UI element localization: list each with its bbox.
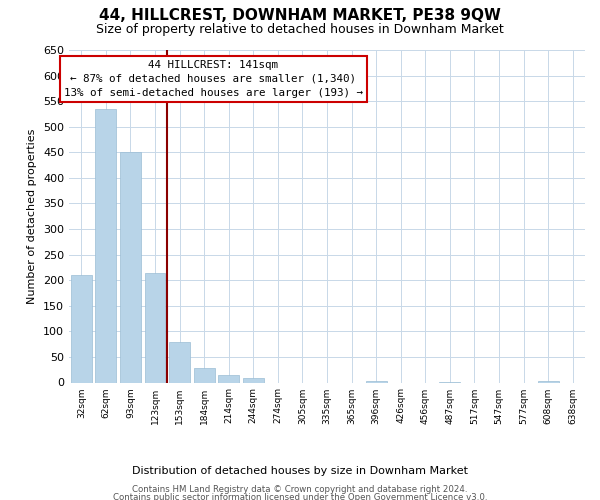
Y-axis label: Number of detached properties: Number of detached properties: [28, 128, 37, 304]
Bar: [145, 272, 166, 382]
Text: Contains HM Land Registry data © Crown copyright and database right 2024.: Contains HM Land Registry data © Crown c…: [132, 485, 468, 494]
Bar: [120, 152, 141, 382]
Text: 44 HILLCREST: 141sqm
← 87% of detached houses are smaller (1,340)
13% of semi-de: 44 HILLCREST: 141sqm ← 87% of detached h…: [64, 60, 363, 98]
Text: 44, HILLCREST, DOWNHAM MARKET, PE38 9QW: 44, HILLCREST, DOWNHAM MARKET, PE38 9QW: [99, 8, 501, 22]
Bar: [169, 342, 190, 382]
Text: Size of property relative to detached houses in Downham Market: Size of property relative to detached ho…: [96, 22, 504, 36]
Text: Contains public sector information licensed under the Open Government Licence v3: Contains public sector information licen…: [113, 494, 487, 500]
Bar: [194, 368, 215, 382]
Bar: [95, 109, 116, 382]
Bar: [71, 275, 92, 382]
Bar: [243, 378, 264, 382]
Text: Distribution of detached houses by size in Downham Market: Distribution of detached houses by size …: [132, 466, 468, 476]
Bar: [218, 375, 239, 382]
